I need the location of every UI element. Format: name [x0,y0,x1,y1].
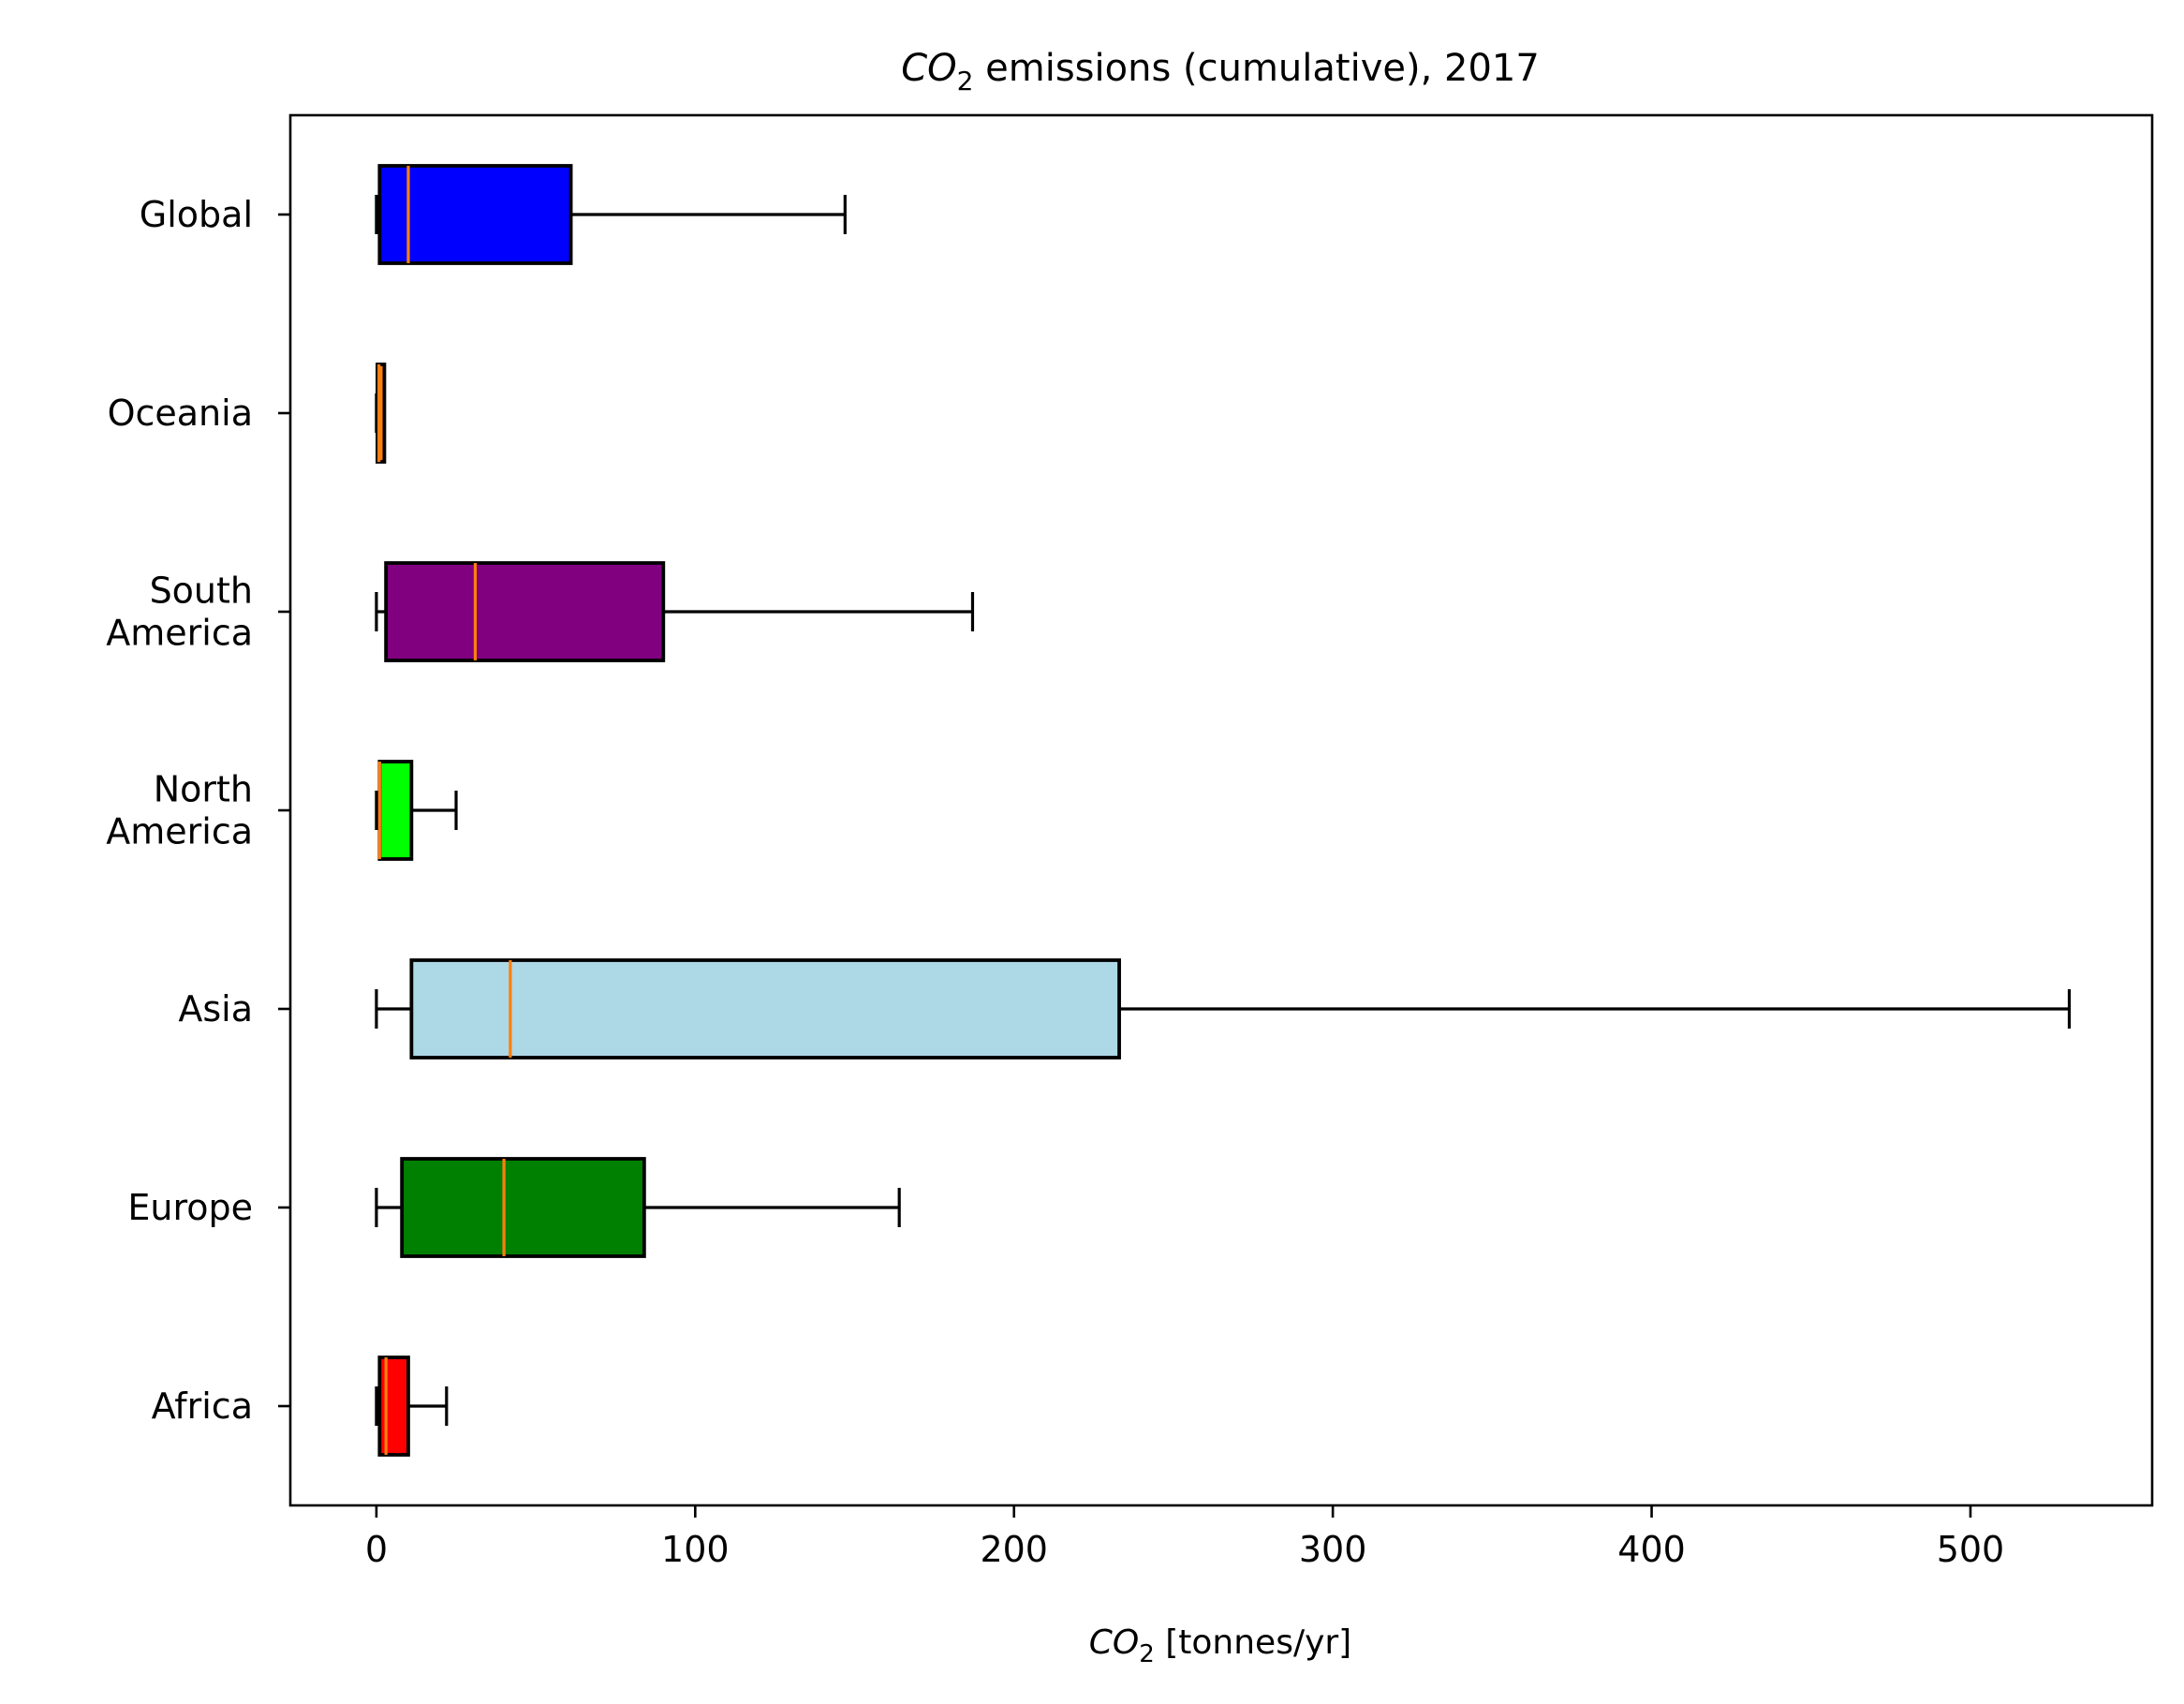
box-group-europe [375,1157,901,1258]
y-tick-label-line: Europe [127,1187,253,1228]
y-tick-label-line: Global [140,194,253,235]
box-asia [409,958,1121,1059]
box-africa [377,1356,410,1457]
box-group-oceania [375,363,387,464]
x-tick-label-400: 400 [1617,1529,1686,1570]
y-tick-label-oceania: Oceania [108,393,253,434]
x-axis-label-prefix: CO [1089,1623,1139,1662]
y-tick-label-asia: Asia [178,988,253,1030]
x-axis-label: CO2 [tonnes/yr] [1089,1623,1351,1668]
y-tick-label-north-america: North America [106,769,253,852]
boxes-layer [375,164,2072,1457]
y-tick-label-south-america: South America [106,570,253,654]
box-group-africa [375,1356,449,1457]
chart-title-suffix: emissions (cumulative), 2017 [973,47,1539,90]
x-tick-label-300: 300 [1299,1529,1367,1570]
x-tick-label-200: 200 [980,1529,1048,1570]
x-tick-label-0: 0 [365,1529,388,1570]
box-south-america [384,561,666,662]
x-axis-label-suffix: [tonnes/yr] [1155,1623,1351,1662]
box-north-america [377,760,414,861]
y-tick-label-line: Oceania [108,393,253,434]
box-europe [400,1157,646,1258]
x-axis-label-subscript: 2 [1139,1640,1155,1668]
y-tick-label-line: Asia [178,988,253,1030]
y-tick-label-africa: Africa [152,1385,253,1427]
y-tick-label-global: Global [140,194,253,235]
y-tick-label-line: America [106,613,253,654]
box-group-global [375,164,847,265]
box-global [377,164,573,265]
x-tick-label-500: 500 [1937,1529,2005,1570]
x-tick-label-100: 100 [661,1529,730,1570]
x-axis: 0 100 200 300 400 500 [365,1505,2004,1570]
chart-title-prefix: CO [901,47,956,90]
box-oceania [376,363,387,464]
box-group-asia [375,958,2072,1059]
chart-title-subscript: 2 [957,66,974,96]
box-group-north-america [375,760,458,861]
y-tick-label-line: North [154,769,253,810]
y-tick-label-line: Africa [152,1385,253,1427]
chart-title: CO2 emissions (cumulative), 2017 [901,47,1540,96]
box-group-south-america [375,561,975,662]
y-tick-label-line: South [150,570,253,612]
y-tick-label-line: America [106,811,253,852]
y-tick-label-europe: Europe [127,1187,253,1228]
